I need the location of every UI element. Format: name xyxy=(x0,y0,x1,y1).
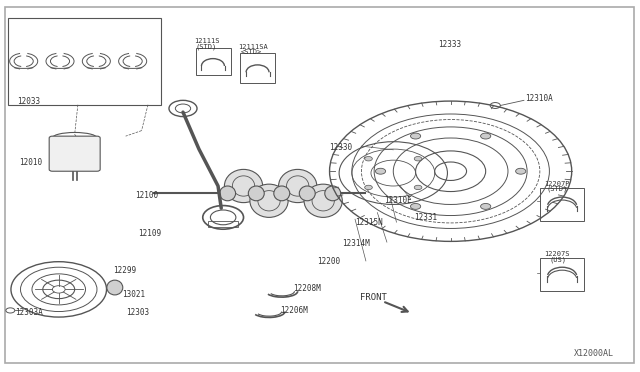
Text: 12315N: 12315N xyxy=(355,218,383,227)
Text: <STD>: <STD> xyxy=(241,49,262,55)
Text: 12330: 12330 xyxy=(330,143,353,152)
Ellipse shape xyxy=(324,186,340,201)
Text: 12010: 12010 xyxy=(19,157,42,167)
Text: 12331: 12331 xyxy=(414,213,437,222)
Text: 12310A: 12310A xyxy=(525,94,553,103)
Text: X12000AL: X12000AL xyxy=(574,349,614,359)
Ellipse shape xyxy=(300,186,316,201)
Bar xyxy=(241,53,275,83)
Circle shape xyxy=(376,168,386,174)
Text: 12303A: 12303A xyxy=(15,308,43,317)
Text: 13021: 13021 xyxy=(122,291,145,299)
Ellipse shape xyxy=(250,184,288,217)
Circle shape xyxy=(410,203,420,209)
Text: 12111S: 12111S xyxy=(194,38,220,44)
Ellipse shape xyxy=(107,280,123,295)
Circle shape xyxy=(410,133,420,139)
Ellipse shape xyxy=(71,153,79,160)
Ellipse shape xyxy=(274,186,290,201)
Text: 12207S: 12207S xyxy=(544,251,570,257)
Text: 12314M: 12314M xyxy=(342,239,370,248)
Text: 12206M: 12206M xyxy=(280,306,308,315)
Text: 12033: 12033 xyxy=(17,97,40,106)
Text: 12111SA: 12111SA xyxy=(239,44,268,50)
Bar xyxy=(540,188,584,221)
Circle shape xyxy=(516,168,526,174)
Circle shape xyxy=(481,203,491,209)
Text: 12109: 12109 xyxy=(138,230,161,238)
Ellipse shape xyxy=(220,186,236,201)
FancyBboxPatch shape xyxy=(49,136,100,171)
Ellipse shape xyxy=(248,186,264,201)
Circle shape xyxy=(365,185,372,190)
Bar xyxy=(209,221,238,227)
Text: 12200: 12200 xyxy=(317,257,340,266)
Text: 12207P: 12207P xyxy=(544,181,570,187)
Text: (STD): (STD) xyxy=(547,186,568,192)
Bar xyxy=(196,48,231,75)
Text: 12333: 12333 xyxy=(438,41,461,49)
Bar xyxy=(8,18,161,105)
Bar xyxy=(540,258,584,291)
Circle shape xyxy=(481,133,491,139)
Circle shape xyxy=(414,185,422,190)
Circle shape xyxy=(414,157,422,161)
Text: 12208M: 12208M xyxy=(293,284,321,293)
Text: 12303: 12303 xyxy=(125,308,148,317)
Text: 12299: 12299 xyxy=(113,266,136,275)
Text: 12310E: 12310E xyxy=(384,196,412,205)
Text: 12100: 12100 xyxy=(135,191,158,200)
Text: FRONT: FRONT xyxy=(360,294,387,302)
Ellipse shape xyxy=(278,169,317,203)
Ellipse shape xyxy=(304,184,342,217)
Text: (STD): (STD) xyxy=(196,43,217,50)
Ellipse shape xyxy=(225,169,262,203)
Text: (US): (US) xyxy=(549,256,566,263)
Circle shape xyxy=(365,157,372,161)
